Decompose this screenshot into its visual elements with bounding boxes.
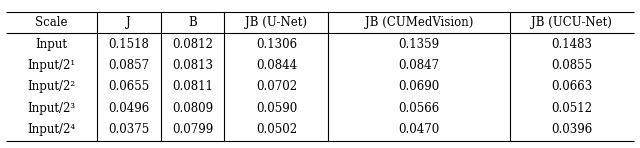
Text: Input: Input — [36, 38, 68, 50]
Text: 0.0809: 0.0809 — [172, 102, 213, 115]
Text: Input/2³: Input/2³ — [28, 102, 76, 115]
Text: 0.0847: 0.0847 — [398, 59, 440, 72]
Text: 0.1359: 0.1359 — [398, 38, 440, 50]
Text: 0.0396: 0.0396 — [551, 123, 592, 136]
Text: Input/2¹: Input/2¹ — [28, 59, 76, 72]
Text: 0.0470: 0.0470 — [398, 123, 440, 136]
Text: JB (U-Net): JB (U-Net) — [245, 16, 307, 29]
Text: 0.0496: 0.0496 — [108, 102, 150, 115]
Text: 0.0566: 0.0566 — [398, 102, 440, 115]
Text: Input/2²: Input/2² — [28, 81, 76, 93]
Text: B: B — [188, 16, 197, 29]
Text: 0.0813: 0.0813 — [172, 59, 213, 72]
Text: 0.0512: 0.0512 — [551, 102, 592, 115]
Text: 0.0502: 0.0502 — [256, 123, 297, 136]
Text: 0.0690: 0.0690 — [398, 81, 440, 93]
Text: 0.0857: 0.0857 — [108, 59, 149, 72]
Text: 0.0799: 0.0799 — [172, 123, 213, 136]
Text: 0.0663: 0.0663 — [551, 81, 592, 93]
Text: 0.0812: 0.0812 — [172, 38, 213, 50]
Text: 0.1518: 0.1518 — [108, 38, 149, 50]
Text: 0.0855: 0.0855 — [551, 59, 592, 72]
Text: 0.0702: 0.0702 — [256, 81, 297, 93]
Text: Scale: Scale — [35, 16, 68, 29]
Text: J: J — [127, 16, 131, 29]
Text: JB (UCU-Net): JB (UCU-Net) — [531, 16, 612, 29]
Text: 0.0590: 0.0590 — [256, 102, 297, 115]
Text: Input/2⁴: Input/2⁴ — [28, 123, 76, 136]
Text: 0.0811: 0.0811 — [172, 81, 213, 93]
Text: 0.1483: 0.1483 — [551, 38, 592, 50]
Text: 0.0844: 0.0844 — [256, 59, 297, 72]
Text: 0.0375: 0.0375 — [108, 123, 150, 136]
Text: 0.1306: 0.1306 — [256, 38, 297, 50]
Text: 0.0655: 0.0655 — [108, 81, 150, 93]
Text: JB (CUMedVision): JB (CUMedVision) — [365, 16, 473, 29]
